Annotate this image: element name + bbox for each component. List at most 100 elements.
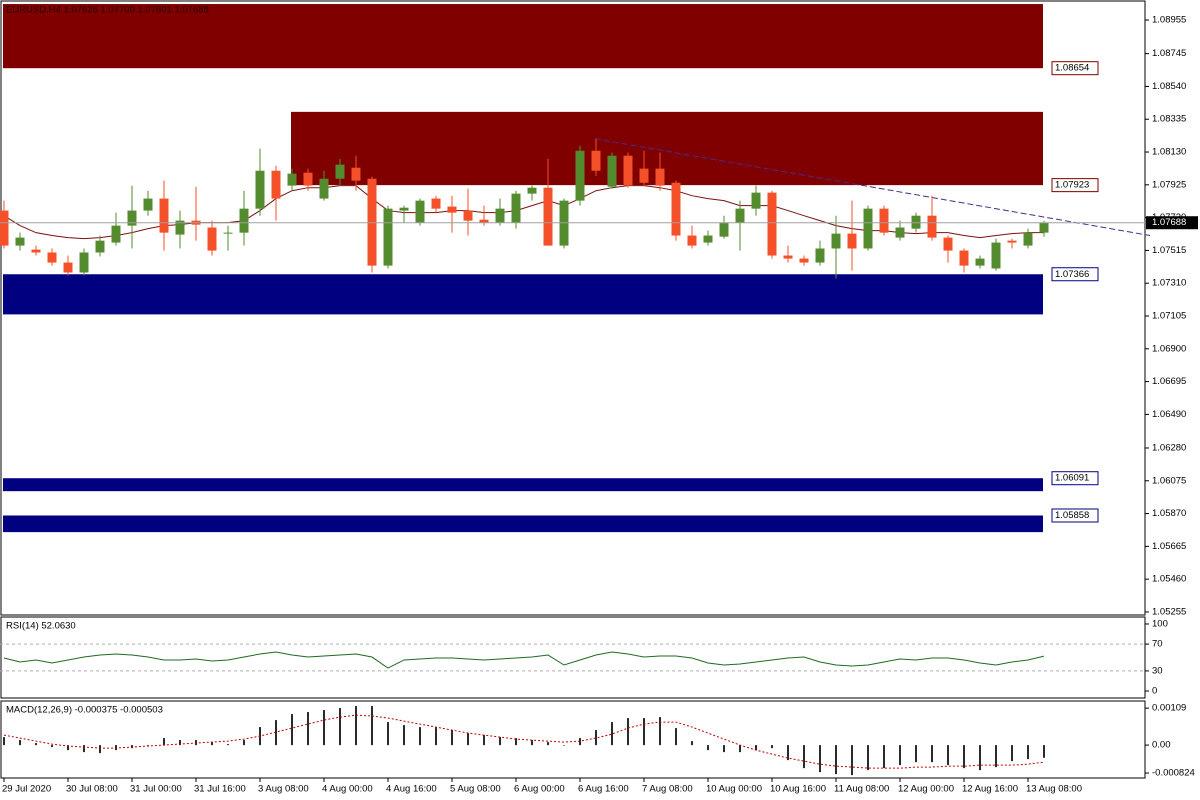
- macd-bar: [963, 745, 965, 769]
- y-tick-label: 1.06075: [1152, 475, 1186, 486]
- y-tick-label: 1.06900: [1152, 343, 1186, 354]
- candle-body: [687, 235, 697, 246]
- candle-body: [655, 168, 665, 186]
- candle-body: [255, 170, 265, 209]
- y-tick-label: 1.08335: [1152, 114, 1186, 125]
- macd-bar: [1043, 745, 1045, 758]
- y-tick-label: 1.05665: [1152, 541, 1186, 552]
- macd-bar: [451, 730, 453, 746]
- candle-body: [527, 187, 537, 194]
- candle-body: [303, 172, 313, 186]
- candle-body: [463, 210, 473, 221]
- candle-body: [575, 150, 585, 201]
- x-tick-label: 29 Jul 2020: [2, 784, 51, 795]
- y-tick-label: 30: [1152, 665, 1163, 676]
- x-tick-label: 3 Aug 08:00: [258, 784, 309, 795]
- y-tick-label: 1.08130: [1152, 147, 1186, 158]
- candle-body: [735, 208, 745, 223]
- macd-bar: [515, 738, 517, 746]
- candle-body: [415, 200, 425, 223]
- candle-body: [751, 192, 761, 209]
- macd-bar: [707, 745, 709, 751]
- candle-body: [175, 220, 185, 235]
- candle-body: [639, 168, 649, 183]
- macd-bar: [467, 733, 469, 746]
- macd-bar: [819, 745, 821, 773]
- y-tick-label: 1.08955: [1152, 15, 1186, 26]
- candle-body: [111, 225, 121, 243]
- candle-body: [591, 150, 601, 171]
- x-tick-label: 6 Aug 16:00: [578, 784, 629, 795]
- macd-bar: [115, 745, 117, 751]
- macd-bar: [835, 745, 837, 775]
- signal-line: [3, 714, 1045, 769]
- x-tick-label: 4 Aug 00:00: [322, 784, 373, 795]
- macd-bar: [691, 741, 693, 746]
- x-tick-label: 12 Aug 16:00: [962, 784, 1018, 795]
- macd-bar: [323, 710, 325, 746]
- candle-body: [911, 215, 921, 229]
- macd-bar: [675, 728, 677, 746]
- candle-body: [351, 167, 361, 181]
- last-price-box: [1146, 216, 1198, 230]
- macd-bar: [275, 720, 277, 746]
- x-tick-label: 10 Aug 00:00: [706, 784, 762, 795]
- macd-bar: [435, 727, 437, 746]
- x-tick-label: 31 Jul 00:00: [130, 784, 182, 795]
- panel-title: EURUSD,H4 1.07626 1.07700 1.07601 1.0768…: [6, 5, 209, 16]
- macd-bar: [355, 706, 357, 746]
- zone: [291, 111, 1043, 186]
- candle-body: [207, 227, 217, 251]
- zone-label: 1.08654: [1055, 63, 1089, 74]
- macd-bar: [995, 745, 997, 768]
- macd-bar: [899, 745, 901, 766]
- candle-body: [0, 210, 9, 246]
- macd-bar: [67, 745, 69, 751]
- candle-body: [159, 198, 169, 233]
- last-price-label: 1.07688: [1152, 217, 1186, 228]
- candle-body: [63, 262, 73, 273]
- zone: [3, 274, 1043, 315]
- candle-body: [383, 208, 393, 266]
- y-tick-label: 1.06280: [1152, 442, 1186, 453]
- y-tick-label: -0.000824: [1152, 768, 1195, 779]
- macd-bar: [195, 740, 197, 746]
- candle-body: [1039, 222, 1049, 233]
- macd-bar: [339, 708, 341, 746]
- macd-bar: [627, 718, 629, 746]
- candle-body: [975, 258, 985, 266]
- y-tick-label: 1.07310: [1152, 278, 1186, 289]
- candle-body: [895, 227, 905, 238]
- panel-frame: [0, 700, 1146, 779]
- zone-label: 1.05858: [1055, 510, 1089, 521]
- y-tick-label: 0.00: [1152, 740, 1171, 751]
- macd-bar: [595, 730, 597, 746]
- macd-bar: [211, 742, 213, 746]
- candle-body: [943, 237, 953, 251]
- candle-body: [863, 208, 873, 249]
- macd-bar: [291, 714, 293, 746]
- macd-bar: [3, 737, 5, 746]
- macd-bar: [883, 745, 885, 769]
- candle-body: [719, 222, 729, 237]
- zone-label-box: [1051, 178, 1099, 193]
- macd-bar: [19, 740, 21, 746]
- macd-bar: [579, 738, 581, 746]
- candle-body: [767, 192, 777, 256]
- candle-body: [783, 255, 793, 259]
- macd-bar: [99, 745, 101, 754]
- y-tick-label: 1.07925: [1152, 179, 1186, 190]
- macd-bar: [723, 745, 725, 753]
- candle-body: [239, 208, 249, 233]
- candle-body: [271, 170, 281, 199]
- macd-bar: [499, 737, 501, 746]
- macd-bar: [755, 745, 757, 751]
- y-tick-label: 0: [1152, 686, 1157, 697]
- macd-bar: [643, 718, 645, 746]
- y-tick-label: 0.00109: [1152, 703, 1186, 714]
- x-tick-label: 30 Jul 08:00: [66, 784, 118, 795]
- macd-bar: [419, 727, 421, 746]
- y-tick-label: 1.05460: [1152, 574, 1186, 585]
